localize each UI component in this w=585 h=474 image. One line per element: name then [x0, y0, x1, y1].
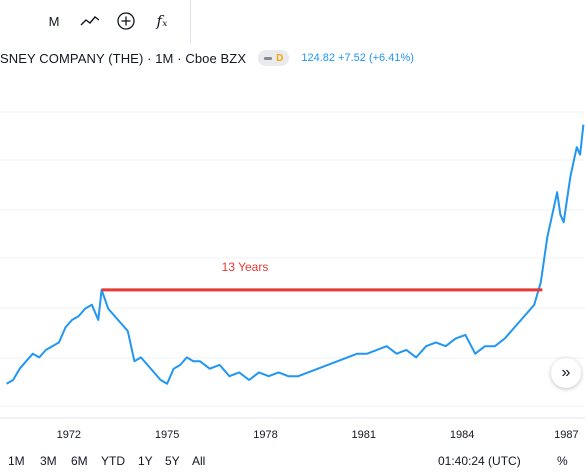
scroll-right-icon[interactable]: » [551, 358, 581, 388]
x-tick-label: 1978 [253, 429, 277, 441]
price-series-line [6, 124, 585, 385]
symbol-title[interactable]: SNEY COMPANY (THE) · 1M · Cboe BZX [0, 50, 247, 66]
range-ytd[interactable]: YTD [101, 454, 125, 468]
line-chart-icon-glyph [80, 16, 100, 26]
range-1y[interactable]: 1Y [138, 454, 153, 468]
x-tick-label: 1972 [57, 429, 81, 441]
price-quote: 124.82 +7.52 (+6.41%) [301, 52, 414, 64]
toolbar-divider [190, 0, 191, 44]
range-all[interactable]: All [192, 454, 206, 468]
last-price: 124.82 [301, 52, 336, 64]
percent-scale-toggle[interactable]: % [557, 454, 568, 468]
status-label: D [276, 52, 284, 64]
plus-circle-glyph [117, 12, 135, 30]
chart-toolbar: M fₓ [0, 0, 585, 44]
range-3m[interactable]: 3M [40, 454, 57, 468]
formula-icon[interactable]: fₓ [150, 8, 174, 34]
time-range-bar: 1M 3M 6M YTD 1Y 5Y All 01:40:24 (UTC) % [0, 448, 585, 474]
chart-grid [0, 111, 585, 407]
x-tick-label: 1975 [155, 429, 179, 441]
formula-glyph: fₓ [156, 12, 168, 30]
price-change: +7.52 (+6.41%) [338, 52, 414, 64]
range-6m[interactable]: 6M [71, 454, 88, 468]
x-tick-label: 1984 [450, 429, 474, 441]
add-indicator-plus-icon[interactable] [114, 8, 138, 34]
line-chart-icon[interactable] [78, 8, 102, 34]
interval-label: M [48, 13, 60, 29]
range-5y[interactable]: 5Y [165, 454, 180, 468]
status-pill[interactable]: D [258, 50, 290, 66]
x-tick-label: 1987 [554, 429, 578, 441]
legend-header: SNEY COMPANY (THE) · 1M · Cboe BZX D 124… [0, 44, 414, 72]
range-1m[interactable]: 1M [8, 454, 25, 468]
utc-clock: 01:40:24 (UTC) [438, 454, 521, 468]
time-axis: 1972 1975 1978 1981 1984 1987 [0, 417, 585, 441]
dash-icon [264, 56, 273, 60]
annotation-label: 13 Years [222, 260, 269, 274]
interval-button[interactable]: M [44, 8, 64, 34]
x-tick-label: 1981 [352, 429, 376, 441]
